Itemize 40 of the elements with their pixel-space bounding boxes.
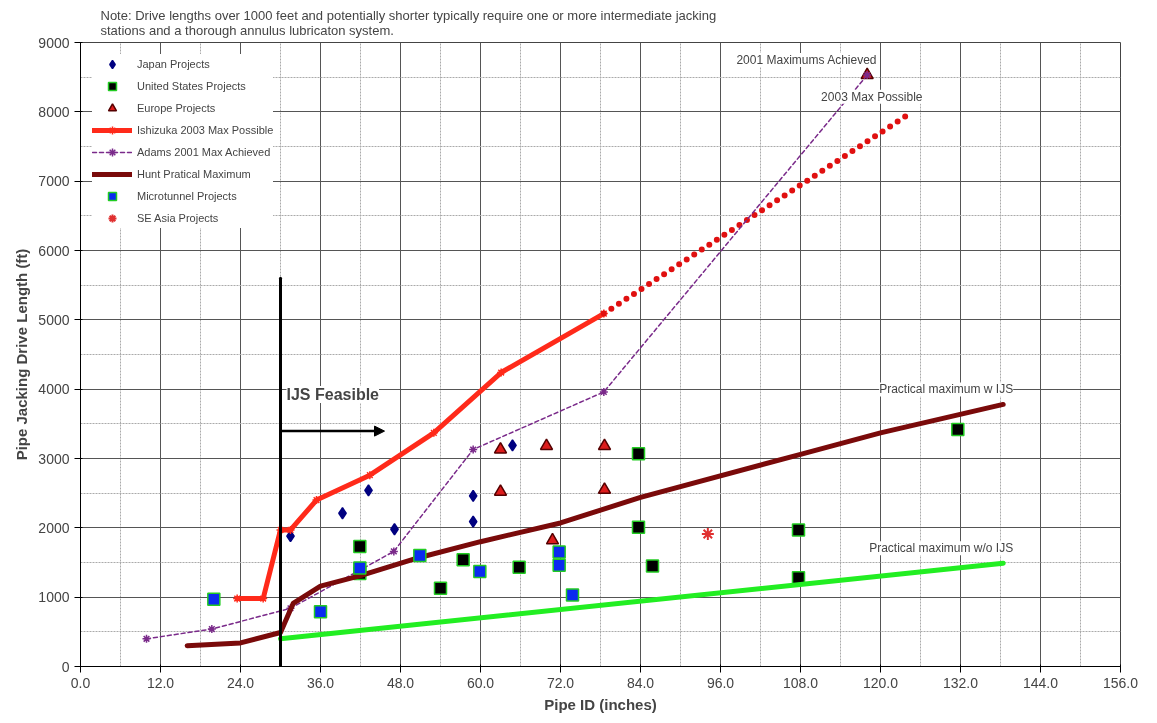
legend-label: Japan Projects [137, 58, 210, 70]
x-tick-label: 72.0 [546, 674, 575, 691]
x-tick-label: 84.0 [626, 674, 655, 691]
x-tick-label: 60.0 [466, 674, 495, 691]
x-tick-label: 36.0 [306, 674, 335, 691]
annotation: 2001 Maximums Achieved [736, 53, 877, 68]
annotation: Practical maximum w/o IJS [869, 541, 1014, 556]
x-tick-label: 144.0 [1022, 674, 1059, 691]
legend-label: Hunt Pratical Maximum [137, 168, 251, 180]
y-tick-label: 0 [61, 658, 70, 675]
legend-label: Microtunnel Projects [137, 190, 237, 202]
x-axis-title: Pipe ID (inches) [544, 695, 657, 713]
chart-title: Note: Drive lengths over 1000 feet and potentially shorter typically require one or more intermediate jacking stations and a thorough annulus lubricaton system. [100, 7, 717, 38]
y-tick-label: 9000 [38, 34, 70, 51]
x-tick-label: 0.0 [70, 674, 91, 691]
x-tick-label: 156.0 [1102, 674, 1139, 691]
legend-label: SE Asia Projects [137, 212, 219, 224]
x-tick-label: 120.0 [862, 674, 899, 691]
x-tick-label: 24.0 [226, 674, 255, 691]
y-axis-title: Pipe Jacking Drive Length (ft) [13, 248, 31, 461]
y-tick-label: 7000 [38, 173, 70, 190]
x-tick-label: 132.0 [942, 674, 979, 691]
legend-label: United States Projects [137, 80, 246, 92]
x-tick-label: 12.0 [146, 674, 175, 691]
annotation: 2003 Max Possible [821, 89, 923, 104]
x-tick-label: 108.0 [782, 674, 819, 691]
legend-label: Ishizuka 2003 Max Possible [137, 124, 274, 136]
annotation: IJS Feasible [286, 386, 380, 404]
y-tick-label: 2000 [38, 519, 70, 536]
y-tick-label: 4000 [38, 381, 70, 398]
y-tick-label: 3000 [38, 450, 70, 467]
annotation: Practical maximum w IJS [879, 382, 1014, 397]
y-tick-label: 6000 [38, 242, 70, 259]
legend-label: Adams 2001 Max Achieved [137, 146, 271, 158]
y-tick-label: 1000 [38, 589, 70, 606]
x-tick-label: 48.0 [386, 674, 415, 691]
y-tick-label: 5000 [38, 311, 70, 328]
legend-label: Europe Projects [137, 102, 216, 114]
y-tick-label: 8000 [38, 103, 70, 120]
x-tick-label: 96.0 [706, 674, 735, 691]
